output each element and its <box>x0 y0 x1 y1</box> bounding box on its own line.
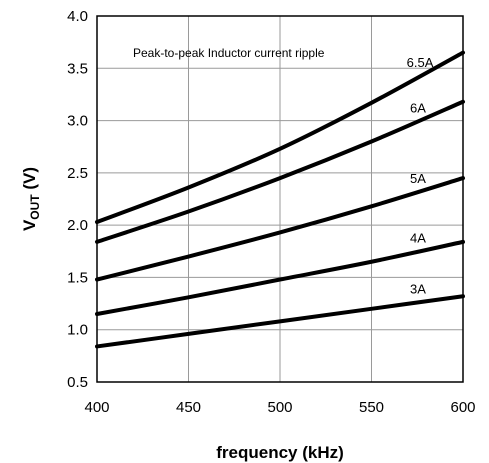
x-tick-label: 400 <box>84 399 109 416</box>
y-tick-labels: 0.5 1.0 1.5 2.0 2.5 3.0 3.5 4.0 <box>67 8 88 391</box>
x-tick-label: 600 <box>450 399 475 416</box>
y-tick-label: 2.0 <box>67 217 88 234</box>
y-axis-title: VOUT (V) <box>20 167 42 231</box>
x-axis-title: frequency (kHz) <box>216 443 344 462</box>
x-tick-label: 550 <box>359 399 384 416</box>
series-lines <box>95 50 465 349</box>
y-tick-label: 3.0 <box>67 113 88 130</box>
y-tick-label: 0.5 <box>67 374 88 391</box>
y-tick-label: 1.5 <box>67 269 88 286</box>
grid <box>96 15 464 383</box>
y-tick-label: 3.5 <box>67 60 88 77</box>
x-tick-label: 500 <box>267 399 292 416</box>
series-line-6A <box>95 99 465 244</box>
y-axis-title-main: V <box>20 219 39 231</box>
series-label: 5A <box>410 171 426 186</box>
series-label: 6.5A <box>407 55 434 70</box>
chart-annotation: Peak-to-peak Inductor current ripple <box>133 46 325 60</box>
series-label: 6A <box>410 100 426 115</box>
y-tick-label: 2.5 <box>67 165 88 182</box>
series-line-5A <box>95 176 465 282</box>
series-label: 4A <box>410 231 426 246</box>
series-line-4A <box>95 239 465 317</box>
plot-frame <box>96 15 464 383</box>
series-line-3A <box>95 294 465 349</box>
series-label: 3A <box>410 281 426 296</box>
y-tick-label: 4.0 <box>67 8 88 25</box>
series-line-6.5A <box>95 50 465 225</box>
y-axis-title-unit: (V) <box>20 167 39 194</box>
x-tick-labels: 400 450 500 550 600 <box>84 399 475 416</box>
y-axis-title-subscript: OUT <box>28 194 42 220</box>
x-tick-label: 450 <box>176 399 201 416</box>
y-tick-label: 1.0 <box>67 322 88 339</box>
series-labels: 3A 4A 5A 6A 6.5A <box>407 55 434 296</box>
